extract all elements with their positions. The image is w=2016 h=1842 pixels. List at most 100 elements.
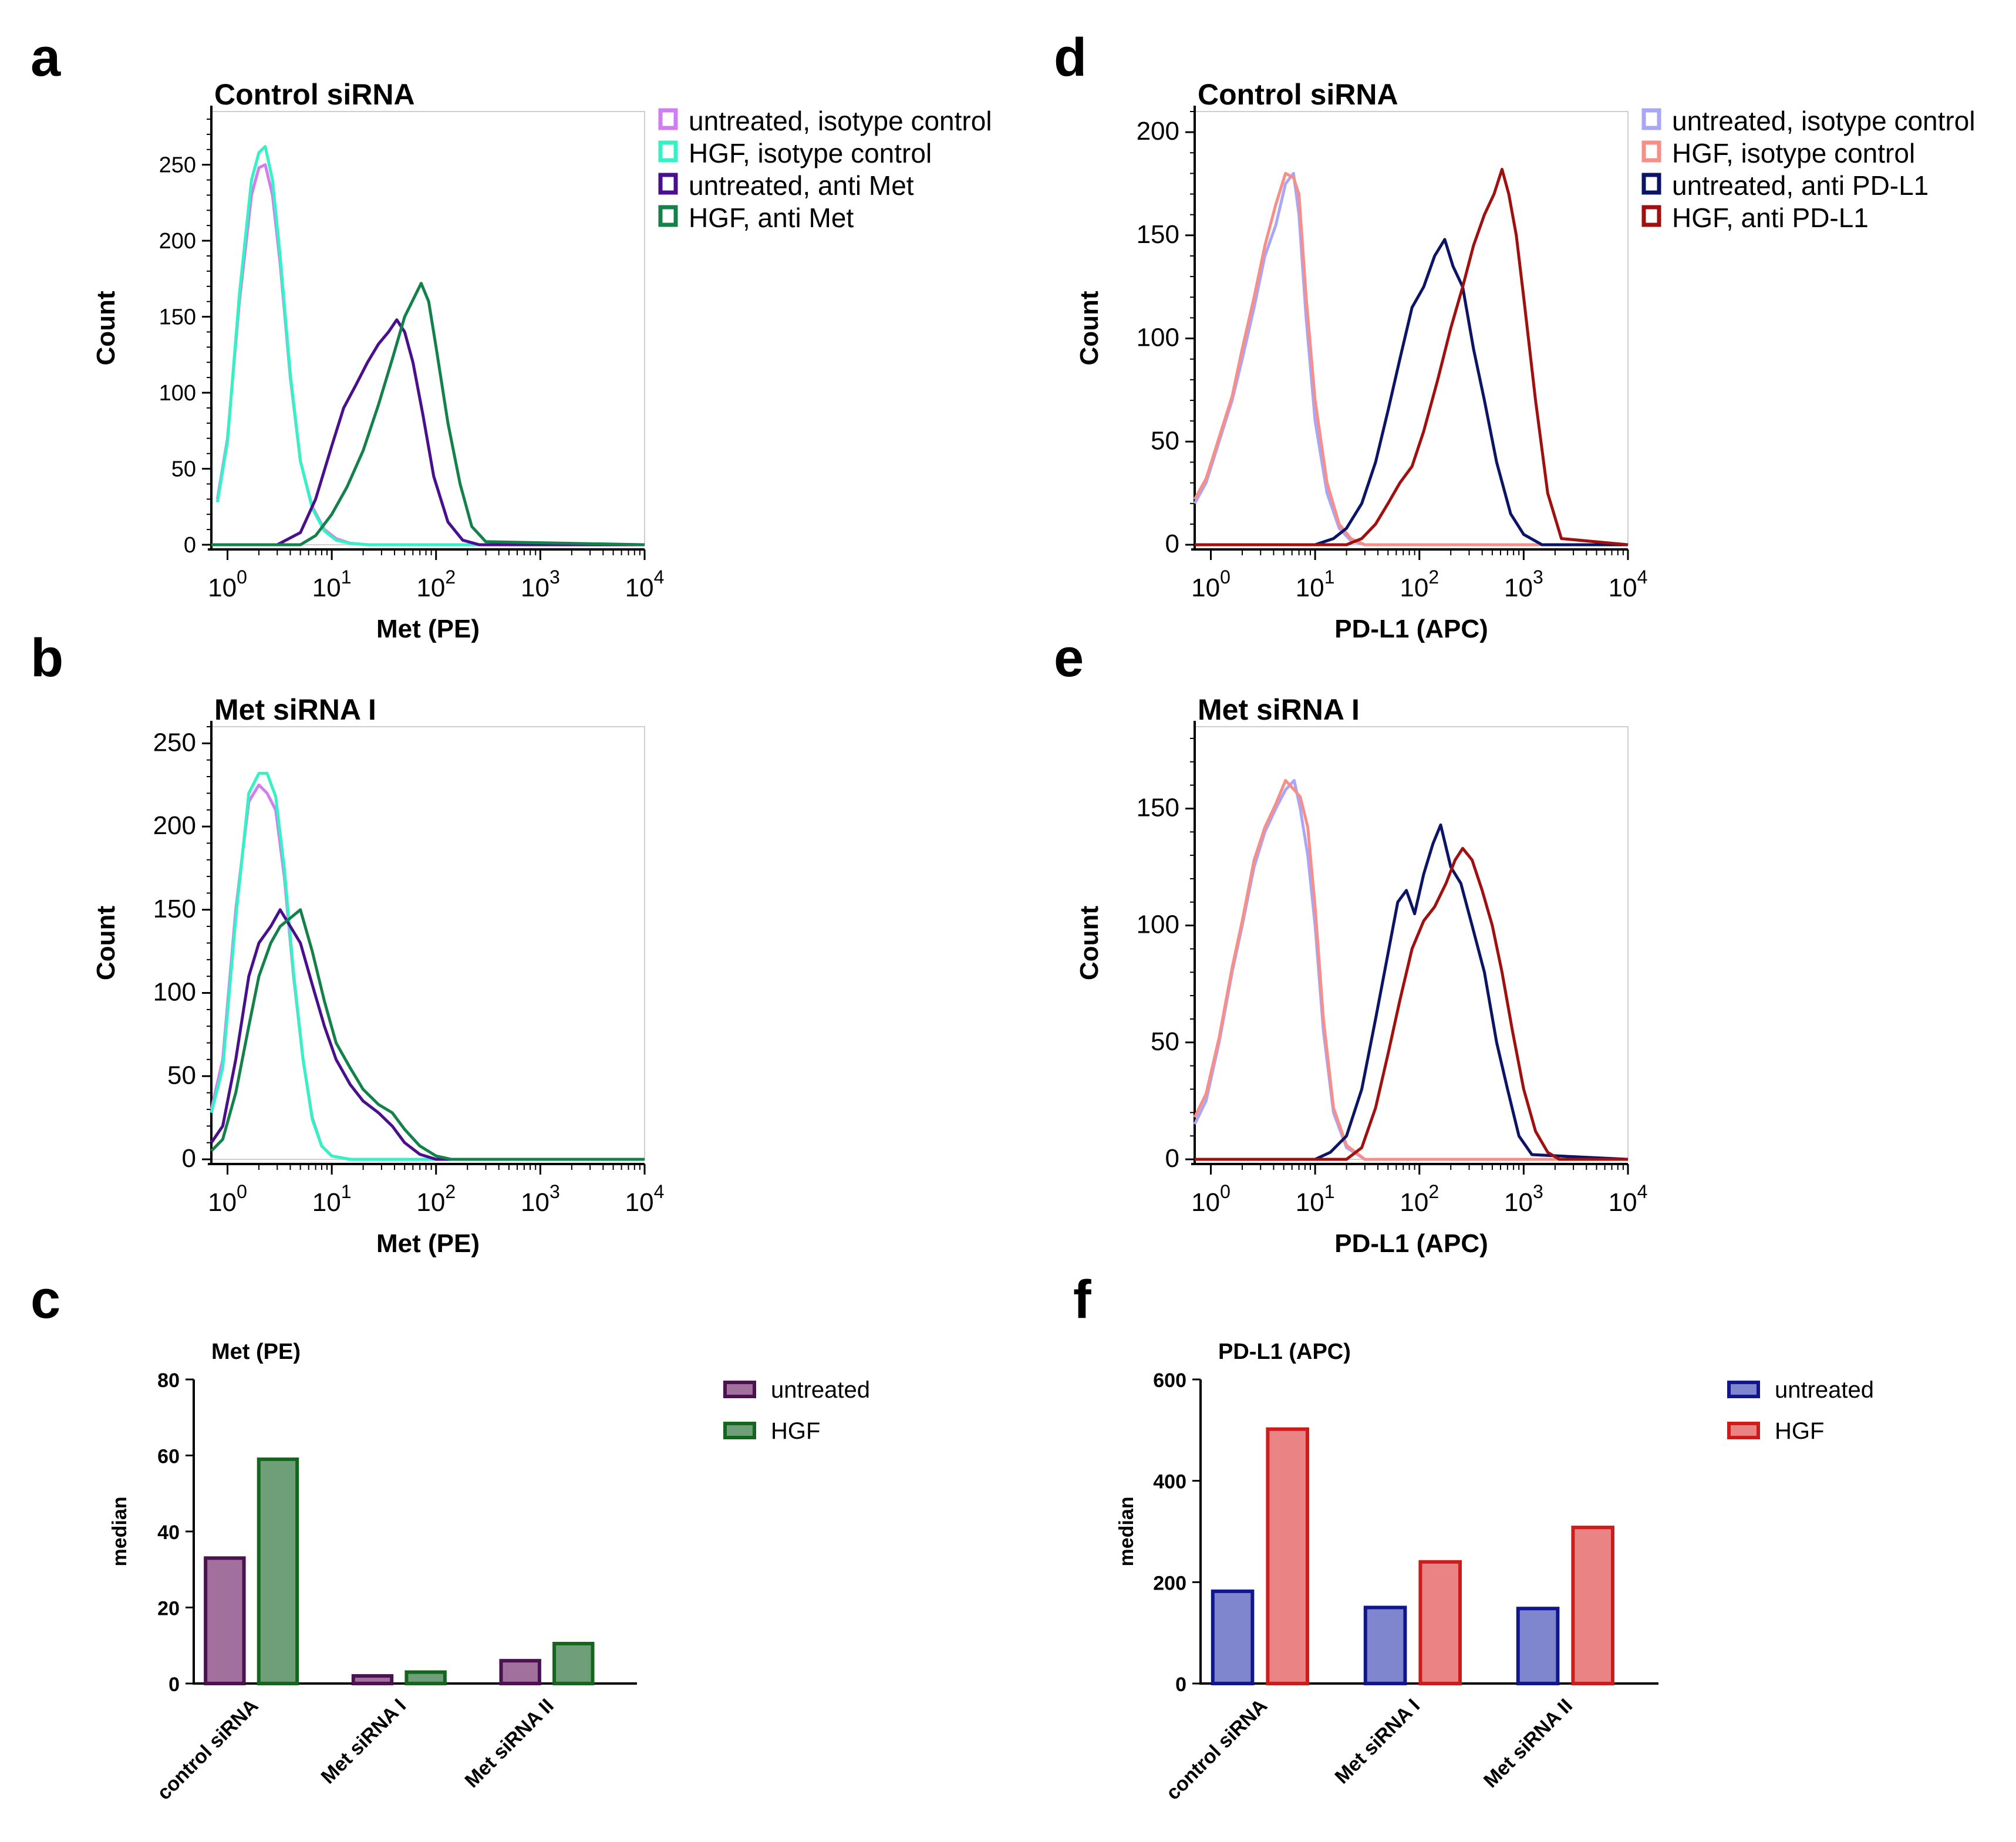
y-tick-label: 50 xyxy=(1151,1027,1179,1056)
x-tick-label: 103 xyxy=(521,1181,560,1217)
bar-HGF xyxy=(552,1642,595,1685)
y-tick-label: 0 xyxy=(182,1144,196,1173)
series-line-4 xyxy=(1195,846,1628,1161)
x-tick-exponent: 2 xyxy=(1428,1181,1439,1202)
x-tick-exponent: 4 xyxy=(654,1181,665,1202)
bar-untreated xyxy=(1211,1589,1255,1685)
y-tick-label: 80 xyxy=(157,1369,180,1392)
x-tick-label: 104 xyxy=(1609,566,1648,602)
x-tick-exponent: 4 xyxy=(1637,566,1648,588)
plot-frame xyxy=(211,111,645,545)
legend-swatch xyxy=(658,108,678,130)
legend-swatch xyxy=(1641,108,1661,130)
legend-label: HGF xyxy=(771,1418,820,1444)
y-tick-label: 0 xyxy=(168,1674,180,1696)
x-tick-base: 10 xyxy=(1609,573,1637,602)
x-tick-base: 10 xyxy=(1400,1188,1428,1217)
x-tick-exponent: 1 xyxy=(341,1181,352,1202)
plot-frame xyxy=(211,726,645,1160)
x-tick-label: 104 xyxy=(1609,1181,1648,1217)
panel-letter-a: a xyxy=(31,28,61,87)
bar-untreated xyxy=(351,1674,394,1686)
legend-swatch xyxy=(1727,1422,1760,1439)
x-tick-label: 101 xyxy=(1296,566,1335,602)
category-label: Met siRNA II xyxy=(1479,1695,1577,1792)
series-line-2 xyxy=(210,771,645,1161)
x-tick-base: 10 xyxy=(1504,573,1533,602)
x-tick-label: 103 xyxy=(521,566,560,602)
x-tick-base: 10 xyxy=(1504,1188,1533,1217)
legend-swatch xyxy=(1641,140,1661,163)
y-axis-label: Count xyxy=(92,906,120,980)
x-tick-exponent: 1 xyxy=(1324,1181,1335,1202)
legend-swatch xyxy=(658,140,678,163)
x-tick-exponent: 3 xyxy=(549,1181,560,1202)
x-tick-exponent: 0 xyxy=(237,1181,247,1202)
x-tick-label: 101 xyxy=(312,566,352,602)
category-label: control siRNA xyxy=(1162,1695,1272,1804)
series-line-3 xyxy=(1195,823,1629,1161)
legend-label: HGF, isotype control xyxy=(689,138,932,168)
x-tick-base: 10 xyxy=(625,573,654,602)
x-tick-exponent: 0 xyxy=(1220,1181,1230,1202)
bar-HGF xyxy=(1266,1427,1309,1686)
y-tick-label: 0 xyxy=(1175,1674,1186,1696)
series-line-4 xyxy=(211,282,645,546)
category-label: Met siRNA II xyxy=(460,1695,558,1792)
category-label: Met siRNA I xyxy=(1331,1695,1425,1789)
series-line-2 xyxy=(1193,171,1628,546)
y-axis-label: median xyxy=(1115,1496,1138,1566)
y-tick-label: 200 xyxy=(1137,117,1179,146)
y-axis-label: median xyxy=(109,1496,131,1566)
plot-frame xyxy=(1194,726,1629,1160)
x-axis-label: Met (PE) xyxy=(376,615,480,643)
legend-swatch xyxy=(1727,1381,1760,1398)
bar-HGF xyxy=(404,1670,447,1685)
panel-title: Met siRNA I xyxy=(1198,693,1360,726)
legend-label: untreated xyxy=(1775,1377,1874,1403)
x-tick-base: 10 xyxy=(1296,1188,1324,1217)
x-tick-label: 103 xyxy=(1504,1181,1543,1217)
x-tick-base: 10 xyxy=(208,1188,237,1217)
panel-letter-f: f xyxy=(1073,1270,1091,1330)
y-tick-label: 150 xyxy=(159,305,196,330)
x-tick-exponent: 3 xyxy=(1533,566,1543,588)
x-tick-exponent: 0 xyxy=(1220,566,1230,588)
y-tick-label: 40 xyxy=(157,1521,180,1544)
bar-HGF xyxy=(1418,1560,1462,1686)
panel-letter-c: c xyxy=(31,1270,61,1330)
x-tick-base: 10 xyxy=(1191,573,1220,602)
panel-title: PD-L1 (APC) xyxy=(1218,1340,1351,1364)
panel-title: Control siRNA xyxy=(1198,78,1398,111)
x-tick-label: 100 xyxy=(1191,566,1230,602)
x-tick-exponent: 3 xyxy=(1533,1181,1543,1202)
y-tick-label: 100 xyxy=(153,978,196,1007)
x-tick-base: 10 xyxy=(416,1188,445,1217)
x-tick-base: 10 xyxy=(1191,1188,1220,1217)
panel-letter-d: d xyxy=(1054,28,1087,87)
bar-HGF xyxy=(257,1457,299,1686)
legend-label: HGF xyxy=(1775,1418,1824,1444)
x-tick-base: 10 xyxy=(1400,573,1428,602)
bar-chart-f: PD-L1 (APC) 0 200 400 600 median control siRNA… xyxy=(1115,1340,1874,1804)
y-tick-label: 100 xyxy=(159,381,196,406)
y-axis-label: Count xyxy=(92,291,120,365)
y-axis-label: Count xyxy=(1075,291,1104,365)
y-tick-label: 0 xyxy=(1165,1144,1179,1173)
x-tick-label: 102 xyxy=(416,1181,456,1217)
legend-label: HGF, anti PD-L1 xyxy=(1672,203,1869,233)
bar-chart-c: Met (PE) 0 20 40 60 80 median control siRNA Met … xyxy=(109,1340,870,1804)
x-tick-label: 100 xyxy=(208,1181,247,1217)
legend-label: untreated xyxy=(771,1377,870,1403)
x-tick-exponent: 1 xyxy=(341,566,352,588)
x-tick-label: 100 xyxy=(1191,1181,1230,1217)
y-tick-label: 150 xyxy=(153,895,196,923)
y-tick-label: 50 xyxy=(167,1061,196,1089)
x-tick-base: 10 xyxy=(1296,573,1324,602)
y-tick-label: 150 xyxy=(1137,220,1179,249)
x-axis-label: Met (PE) xyxy=(376,1229,480,1258)
y-axis-label: Count xyxy=(1075,906,1104,980)
